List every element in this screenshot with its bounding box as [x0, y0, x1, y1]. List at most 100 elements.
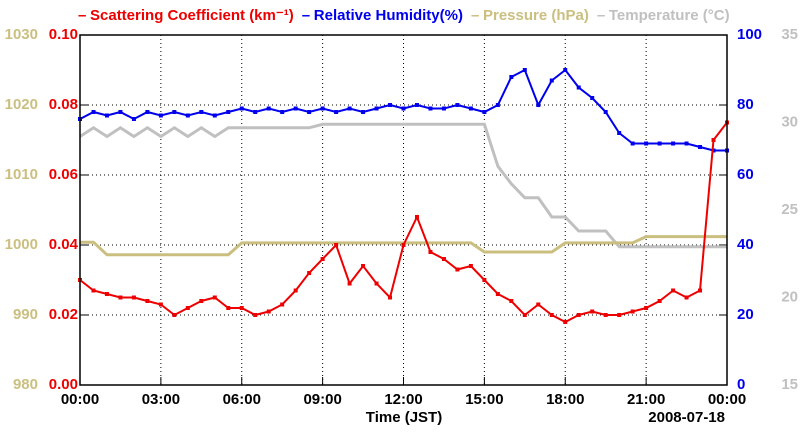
data-point	[414, 215, 419, 219]
data-point	[253, 110, 258, 114]
data-point	[522, 68, 527, 72]
x-tick-label: 18:00	[546, 391, 584, 408]
data-point	[226, 110, 231, 114]
y3-tick-label: 1010	[5, 166, 38, 183]
data-point	[347, 106, 352, 111]
data-point	[374, 106, 379, 111]
plot-frame	[79, 34, 728, 386]
legend-marker: –	[78, 7, 86, 24]
data-point	[698, 145, 703, 149]
legend-marker: –	[302, 7, 310, 24]
series-line	[79, 122, 727, 249]
data-point	[104, 292, 109, 296]
x-tick-label: 21:00	[627, 391, 665, 408]
data-point	[91, 110, 96, 114]
data-point	[671, 288, 676, 293]
data-point	[563, 320, 568, 324]
data-point	[536, 103, 541, 107]
data-point	[522, 313, 527, 317]
data-point	[374, 281, 379, 286]
data-point	[617, 131, 622, 135]
data-point	[495, 292, 500, 296]
y-tick-label: 0.04	[49, 236, 79, 253]
legend-marker: –	[471, 7, 479, 24]
data-point	[307, 110, 312, 114]
data-point	[199, 299, 204, 303]
y3-tick-label: 1020	[5, 96, 38, 113]
data-point	[428, 250, 433, 254]
y2-tick-label: 100	[737, 26, 762, 43]
y4-tick-label: 20	[781, 288, 798, 305]
data-point	[334, 110, 339, 114]
data-point	[158, 302, 163, 307]
y3-tick-label: 1030	[5, 26, 38, 43]
data-point	[644, 141, 649, 146]
y2-tick-label: 0	[737, 376, 745, 393]
data-point	[172, 313, 177, 317]
data-point	[239, 306, 244, 310]
data-point	[657, 299, 662, 303]
data-point	[441, 106, 446, 111]
data-point	[495, 103, 500, 107]
y-tick-label: 0.06	[49, 166, 78, 183]
data-point	[576, 313, 581, 317]
data-point	[428, 106, 433, 111]
data-point	[185, 113, 190, 118]
data-point	[347, 281, 352, 286]
data-point	[455, 267, 460, 272]
data-point	[549, 313, 554, 317]
date-label: 2008-07-18	[648, 409, 725, 426]
data-point	[468, 264, 473, 268]
data-point	[293, 288, 298, 293]
y2-tick-label: 80	[737, 96, 754, 113]
data-point	[603, 110, 608, 114]
data-point	[388, 103, 393, 107]
y-tick-label: 0.00	[49, 376, 78, 393]
data-point	[361, 264, 366, 268]
data-point	[414, 103, 419, 107]
x-tick-label: 06:00	[223, 391, 261, 408]
data-point	[630, 309, 635, 314]
data-point	[549, 78, 554, 83]
y3-tick-label: 990	[13, 306, 38, 323]
y-tick-label: 0.10	[49, 26, 78, 43]
data-point	[172, 110, 177, 114]
data-point	[293, 106, 298, 111]
legend-marker: –	[597, 7, 605, 24]
data-point	[307, 271, 312, 275]
y-tick-label: 0.08	[49, 96, 78, 113]
y4-tick-label: 35	[781, 26, 798, 43]
data-point	[212, 295, 217, 300]
data-point	[455, 103, 460, 107]
data-point	[104, 113, 109, 118]
data-point	[468, 106, 473, 111]
data-point	[91, 288, 96, 293]
data-point	[280, 302, 285, 307]
data-point	[361, 110, 366, 114]
y2-tick-label: 60	[737, 166, 754, 183]
y4-tick-label: 30	[781, 113, 798, 130]
x-axis-label: Time (JST)	[366, 409, 442, 426]
data-point	[684, 141, 689, 146]
data-point	[590, 96, 595, 100]
data-point	[131, 117, 136, 121]
data-point	[536, 302, 541, 307]
data-point	[711, 138, 716, 142]
legend-entry: Temperature (°C)	[609, 7, 730, 24]
data-point	[482, 110, 487, 114]
x-tick-label: 03:00	[142, 391, 180, 408]
data-point	[684, 295, 689, 300]
x-tick-label: 09:00	[303, 391, 341, 408]
data-point	[388, 295, 393, 300]
data-point	[266, 106, 271, 111]
legend-entry: Scattering Coefficient (km⁻¹)	[90, 7, 294, 24]
data-point	[334, 243, 339, 247]
y4-tick-label: 25	[781, 201, 798, 218]
data-point	[320, 257, 325, 261]
data-point	[266, 309, 271, 314]
y2-tick-label: 40	[737, 236, 754, 253]
data-point	[118, 295, 123, 300]
y4-tick-label: 15	[781, 376, 798, 393]
data-point	[320, 106, 325, 111]
